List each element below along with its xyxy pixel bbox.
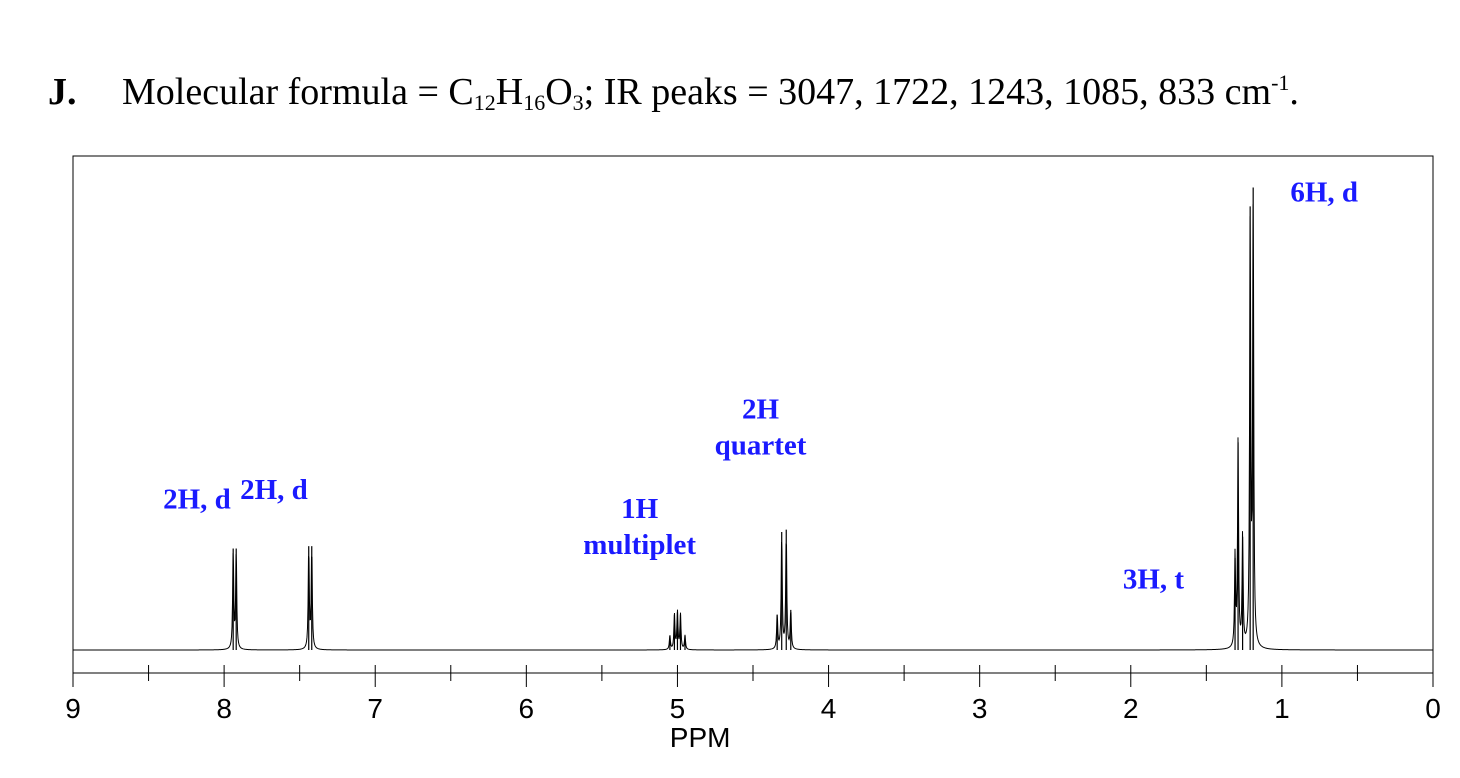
peak-annotation: 2H, d xyxy=(240,474,308,506)
hydrogen-count: 16 xyxy=(523,90,546,115)
peak-annotation-line: 6H, d xyxy=(1290,177,1358,209)
peak-annotation: 1H multiplet xyxy=(583,493,696,561)
x-tick-label: 3 xyxy=(972,693,988,724)
x-tick-label: 1 xyxy=(1274,693,1290,724)
peak-annotation-line: 1H xyxy=(621,493,659,525)
peak-annotation-line: 3H, t xyxy=(1123,564,1185,596)
ir-unit-exponent: -1 xyxy=(1271,70,1290,95)
spectrum-trace xyxy=(73,204,1433,651)
hydrogen-symbol: H xyxy=(495,71,524,113)
peak-annotation-line: quartet xyxy=(715,430,807,462)
peak-annotation: 2H, d xyxy=(163,483,231,515)
x-tick-label: 8 xyxy=(216,693,232,724)
oxygen-count: 3 xyxy=(572,90,584,115)
carbon-count: 12 xyxy=(473,90,496,115)
x-tick-label: 5 xyxy=(670,693,686,724)
problem-header: J. Molecular formula = C12H16O3; IR peaks… xyxy=(48,70,1299,116)
formula-prefix: Molecular formula = C xyxy=(122,71,474,113)
x-tick-label: 4 xyxy=(821,693,837,724)
x-tick-label: 9 xyxy=(65,693,81,724)
peak-annotation-line: 2H, d xyxy=(163,483,231,515)
header-period: . xyxy=(1289,71,1299,113)
x-tick-label: 2 xyxy=(1123,693,1139,724)
peak-annotation-line: multiplet xyxy=(583,529,696,561)
peak-annotation: 6H, d xyxy=(1290,177,1358,209)
x-tick-label: 7 xyxy=(367,693,383,724)
x-tick-label: 0 xyxy=(1425,693,1441,724)
oxygen-symbol: O xyxy=(545,71,573,113)
peak-annotation: 3H, t xyxy=(1123,564,1185,596)
problem-letter: J. xyxy=(48,71,77,113)
peak-annotation-line: 2H, d xyxy=(240,474,308,506)
peak-annotation-line: 2H xyxy=(742,394,780,426)
peak-annotation: 2H quartet xyxy=(715,394,807,462)
x-axis-title: PPM xyxy=(670,722,731,753)
ir-peaks-text: ; IR peaks = 3047, 1722, 1243, 1085, 833… xyxy=(583,71,1272,113)
x-tick-label: 6 xyxy=(519,693,535,724)
